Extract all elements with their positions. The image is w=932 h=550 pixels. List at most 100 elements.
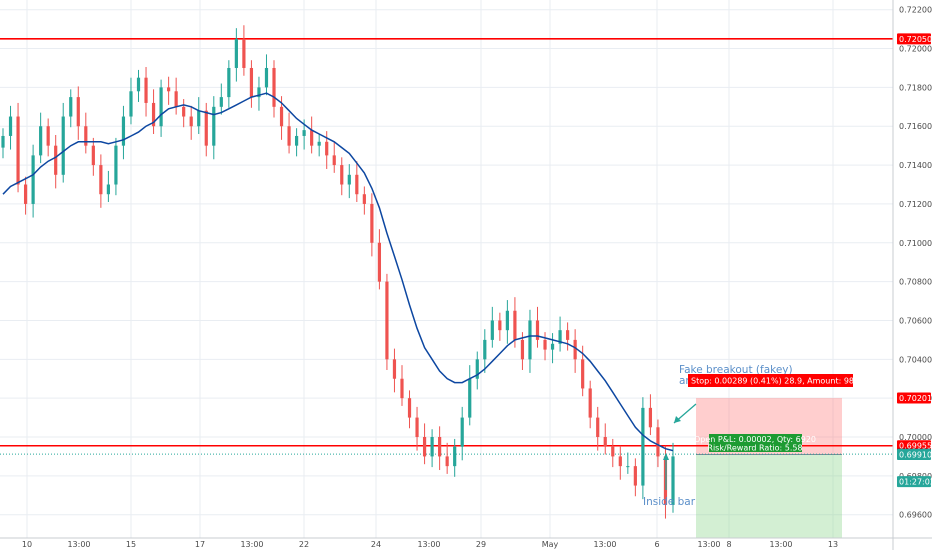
candle-body: [302, 130, 306, 136]
candle-body: [106, 184, 110, 195]
x-tick-label: 10: [22, 540, 32, 549]
candle-body: [671, 456, 675, 505]
x-tick-label: 24: [371, 540, 381, 549]
candle-body: [362, 194, 366, 204]
y-tick-label: 0.70600: [899, 316, 932, 325]
y-tick-label: 0.70000: [899, 433, 932, 442]
price-tag: 01:27:02: [897, 476, 932, 488]
annotation-inside-bar: Inside bar: [643, 496, 696, 508]
y-tick-label: 0.71800: [899, 83, 932, 92]
x-tick-label: May: [542, 540, 559, 549]
candle-body: [641, 407, 645, 486]
candle-body: [498, 320, 502, 331]
candle-body: [197, 110, 201, 127]
x-tick-label: 13:00: [67, 540, 90, 549]
candle-body: [468, 378, 472, 418]
open-pnl-box: Open P&L: 0.00002, Qty: 6920Risk/Reward …: [694, 434, 816, 453]
candle-body: [287, 126, 291, 146]
candle-body: [400, 378, 404, 399]
stop-label-bg: [688, 374, 853, 387]
y-tick-label: 0.71000: [899, 239, 932, 248]
candle-body: [460, 417, 464, 447]
candle-body: [392, 359, 397, 379]
y-tick-label: 0.71600: [899, 122, 932, 131]
annotation-fakey: Fake breakout (fakey): [679, 364, 793, 376]
x-tick-label: 13:00: [240, 540, 263, 549]
candle-body: [355, 174, 359, 195]
candle-body: [588, 388, 592, 418]
candle-body: [227, 67, 231, 98]
price-tag-bg: [897, 476, 931, 488]
candle-body: [535, 320, 540, 340]
candle-body: [129, 91, 133, 117]
candle-body: [23, 184, 28, 204]
price-axis: 0.72200 0.72000 0.71800 0.71600 0.71400 0.712…: [892, 0, 932, 550]
horizontal-levels: [0, 38, 893, 455]
candle-body: [573, 339, 577, 360]
candle-body: [76, 97, 80, 127]
arrowhead-inside-bar: [663, 453, 669, 460]
candle-body: [167, 87, 171, 92]
y-tick-label: 0.71200: [899, 200, 932, 209]
price-tag: 0.69910: [897, 448, 932, 460]
candle-body: [54, 145, 58, 175]
candle-body: [438, 437, 442, 457]
candle-body: [407, 398, 412, 418]
x-tick-label: 13:00: [697, 540, 720, 549]
candle-body: [550, 343, 555, 350]
candle-body: [16, 116, 20, 185]
candle-body: [114, 145, 118, 185]
candle-body: [189, 116, 193, 127]
candle-body: [249, 67, 254, 98]
price-tag-bg: [897, 448, 931, 460]
x-tick-label: 13:00: [593, 540, 616, 549]
arrowhead-fakey: [674, 416, 681, 423]
y-tick-label: 0.69600: [899, 511, 932, 520]
candles: [1, 25, 675, 519]
candle-body: [453, 446, 457, 467]
risk-reward-text: Risk/Reward Ratio: 5.58: [707, 444, 802, 453]
y-tick-label: 0.71400: [899, 161, 932, 170]
candle-body: [159, 87, 163, 127]
price-tag-bg: [897, 33, 931, 45]
candle-body: [136, 77, 141, 92]
x-tick-label: 13: [828, 540, 838, 549]
candle-body: [430, 437, 434, 457]
price-tag-label: 0.69910: [899, 450, 932, 459]
candle-body: [340, 165, 344, 185]
x-tick-label: 15: [126, 540, 136, 549]
candle-body: [603, 437, 607, 447]
annotations: Fake breakout (fakey)andInside bar: [643, 364, 793, 508]
price-tag-label: 0.69955: [899, 442, 932, 451]
candle-body: [84, 126, 88, 146]
candle-body: [121, 116, 126, 146]
candle-body: [272, 67, 276, 107]
stop-label-box: Stop: 0.00289 (0.41%) 28.9, Amount: 980: [688, 374, 859, 387]
candle-body: [91, 145, 95, 166]
y-tick-label: 0.70800: [899, 278, 932, 287]
candle-body: [31, 155, 35, 204]
candle-body: [648, 407, 653, 428]
candle-body: [543, 339, 547, 350]
candle-body: [61, 116, 65, 175]
x-tick-label: 17: [195, 540, 205, 549]
price-tag: 0.70201: [897, 392, 932, 404]
x-tick-label: 29: [476, 540, 486, 549]
candle-body: [415, 417, 419, 438]
candle-body: [294, 135, 299, 146]
y-tick-label: 0.70400: [899, 355, 932, 364]
candle-body: [69, 97, 73, 117]
candle-body: [317, 141, 321, 146]
price-tags: 0.720500.702010.699550.699120.6991001:27…: [897, 33, 932, 488]
candle-body: [626, 466, 630, 468]
y-tick-label: 0.72000: [899, 45, 932, 54]
open-pnl-bg: [709, 434, 802, 452]
price-tag-label: 0.70201: [899, 394, 932, 403]
price-tag-label: 0.72050: [899, 35, 932, 44]
x-tick-label: 22: [299, 540, 309, 549]
candle-body: [8, 116, 13, 136]
candle-body: [1, 135, 5, 148]
candle-body: [279, 106, 284, 127]
candle-body: [520, 339, 525, 360]
